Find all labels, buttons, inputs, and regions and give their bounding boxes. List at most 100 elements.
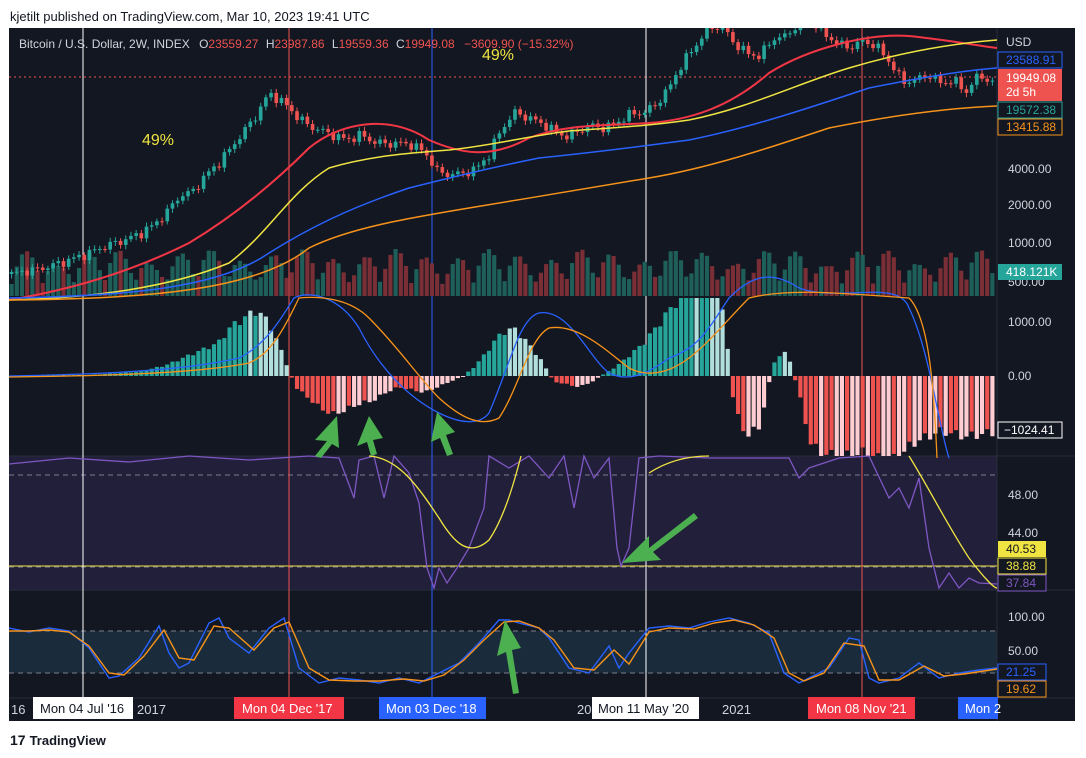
rsi-badge-level: 38.88 bbox=[997, 557, 1047, 575]
candle-body bbox=[264, 97, 268, 107]
macd-bar bbox=[481, 354, 486, 376]
candle-body bbox=[824, 28, 829, 37]
macd-bar bbox=[928, 376, 933, 440]
candle-body bbox=[160, 221, 164, 223]
macd-bar bbox=[502, 335, 507, 376]
macd-bar bbox=[767, 376, 772, 383]
macd-bar bbox=[315, 376, 320, 404]
macd-bar bbox=[206, 349, 211, 376]
annotation-49pct-top: 49% bbox=[482, 47, 514, 64]
candle-body bbox=[658, 102, 663, 106]
rsi-badge-yellow: 40.53 bbox=[998, 541, 1046, 557]
volume-bar bbox=[357, 264, 362, 296]
candle-body bbox=[129, 235, 133, 240]
macd-bar bbox=[658, 326, 663, 376]
candle-body bbox=[871, 44, 875, 49]
candle-body bbox=[103, 248, 107, 250]
candle-body bbox=[248, 121, 253, 128]
macd-bar bbox=[860, 376, 865, 448]
candle-body bbox=[404, 141, 408, 144]
macd-bar bbox=[907, 376, 912, 442]
time-marker-2021: Mon 08 Nov '21 bbox=[808, 697, 915, 719]
candle-body bbox=[528, 116, 533, 121]
macd-bar bbox=[948, 376, 953, 434]
volume-bar bbox=[606, 254, 611, 296]
candle-body bbox=[975, 73, 979, 85]
candle-body bbox=[741, 45, 746, 51]
candle-body bbox=[471, 166, 476, 177]
time-tick-2017: 2017 bbox=[137, 702, 166, 717]
macd-bar bbox=[476, 361, 481, 376]
volume-bar bbox=[544, 264, 549, 296]
macd-bar bbox=[870, 376, 876, 456]
volume-bar bbox=[128, 272, 134, 296]
chart-canvas[interactable]: Bitcoin / U.S. Dollar, 2W, INDEX O23559.… bbox=[9, 28, 1075, 721]
volume-bar bbox=[393, 249, 398, 296]
candle-body bbox=[917, 75, 922, 80]
macd-bar bbox=[310, 376, 315, 403]
macd-bar bbox=[544, 368, 549, 376]
macd-bar bbox=[616, 363, 621, 376]
volume-bar bbox=[907, 270, 912, 296]
macd-bar bbox=[627, 357, 632, 376]
price-badge-blue-text: 23588.91 bbox=[1006, 53, 1056, 67]
macd-bar bbox=[352, 376, 357, 407]
volume-bar bbox=[336, 263, 341, 296]
candle-body bbox=[632, 109, 637, 115]
candle-body bbox=[82, 254, 87, 261]
macd-signal-line bbox=[9, 291, 938, 459]
volume-bar bbox=[746, 280, 751, 296]
volume-bar bbox=[284, 277, 289, 296]
volume-bar bbox=[642, 261, 647, 296]
volume-bar bbox=[850, 257, 855, 296]
candle-body bbox=[653, 105, 657, 107]
macd-bar bbox=[585, 376, 590, 384]
candle-body bbox=[627, 109, 631, 122]
volume-bar bbox=[595, 277, 601, 296]
stoch-badge-orange-text: 19.62 bbox=[1006, 682, 1036, 696]
volume-bar bbox=[772, 263, 777, 296]
rsi-badge-purple-text: 37.84 bbox=[1006, 576, 1036, 590]
time-marker-2020: Mon 11 May '20 bbox=[592, 697, 699, 719]
macd-bar bbox=[320, 376, 326, 411]
volume-bar bbox=[808, 282, 813, 296]
candle-body bbox=[253, 120, 258, 122]
macd-bar bbox=[772, 362, 777, 376]
volume-bar bbox=[191, 273, 196, 296]
tradingview-footer[interactable]: 17 TradingView bbox=[10, 732, 106, 748]
candle-body bbox=[720, 28, 725, 30]
rsi-tick-44: 44.00 bbox=[1008, 526, 1038, 540]
macd-bar bbox=[549, 376, 554, 378]
candle-body bbox=[155, 221, 159, 226]
macd-bar bbox=[751, 376, 756, 427]
volume-bar bbox=[248, 271, 253, 296]
candle-body bbox=[352, 138, 356, 142]
volume-bar bbox=[346, 282, 351, 296]
volume-bar bbox=[730, 265, 736, 296]
candle-body bbox=[767, 44, 772, 46]
macd-bar bbox=[393, 376, 398, 388]
volume-bar bbox=[824, 266, 829, 296]
macd-bar bbox=[497, 333, 502, 376]
candle-body bbox=[357, 130, 362, 142]
macd-bar bbox=[362, 376, 367, 401]
volume-bar bbox=[486, 249, 492, 296]
macd-bar bbox=[601, 374, 606, 376]
volume-bar bbox=[466, 269, 471, 296]
time-marker-2016: Mon 04 Jul '16 bbox=[33, 697, 133, 719]
candle-body bbox=[123, 239, 128, 245]
volume-bar bbox=[601, 262, 606, 296]
candle-body bbox=[798, 28, 803, 31]
volume-bar bbox=[616, 264, 621, 296]
volume-bar bbox=[922, 268, 928, 296]
macd-bar bbox=[222, 338, 227, 376]
candle-body bbox=[14, 271, 19, 273]
macd-bar bbox=[414, 376, 419, 392]
candle-body bbox=[61, 261, 66, 267]
chart-frame[interactable]: Bitcoin / U.S. Dollar, 2W, INDEX O23559.… bbox=[9, 28, 1075, 721]
candle-body bbox=[788, 33, 792, 35]
macd-bar bbox=[850, 376, 855, 456]
candle-body bbox=[482, 160, 486, 166]
volume-bar bbox=[985, 258, 990, 296]
macd-bar bbox=[917, 376, 922, 441]
